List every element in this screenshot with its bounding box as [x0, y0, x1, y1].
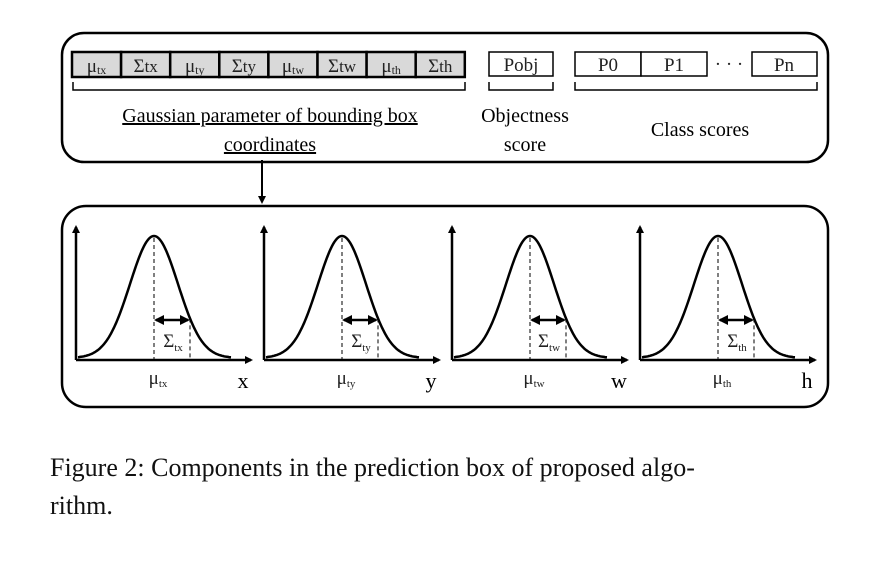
- gaussian-parameter-cells: μtx Σtx μty Σty μtw Σtw μth Σth: [70, 50, 467, 79]
- class-pn-label: Pn: [774, 55, 795, 76]
- gaussian-curve: [77, 234, 232, 359]
- class-cell-p1: [640, 51, 708, 77]
- gaussian-brace: [72, 82, 466, 91]
- param-label: μtw: [282, 56, 305, 77]
- axis-label: w: [611, 368, 627, 393]
- gaussian-curve: [453, 234, 608, 359]
- gaussian-plots-box: [60, 204, 830, 409]
- gaussian-plot: Σtx μtx x: [72, 225, 253, 393]
- gaussian-plots: Σtx μtx x Σty μty y Σtw μtw w Σth μth h: [72, 225, 817, 393]
- param-label: Σtw: [328, 56, 357, 77]
- gaussian-curve: [265, 234, 420, 359]
- prediction-vector-box: [60, 31, 830, 164]
- gaussian-label-line2: coordinates: [224, 134, 316, 156]
- param-cell: [365, 50, 417, 79]
- pobj-cell: [488, 51, 554, 77]
- param-cell: [70, 50, 123, 79]
- axis-label: y: [426, 368, 437, 393]
- param-label: Σth: [428, 56, 453, 77]
- class-p1-label: P1: [664, 55, 684, 76]
- mu-label: μty: [337, 368, 356, 390]
- param-label: μty: [185, 56, 205, 77]
- class-p0-label: P0: [598, 55, 618, 76]
- mu-label: μtw: [523, 368, 544, 390]
- mu-label: μtx: [149, 368, 168, 390]
- sigma-label: Σtw: [538, 331, 560, 354]
- param-cell: [267, 50, 319, 79]
- pobj-label: Pobj: [504, 55, 539, 76]
- class-cell-pn: [751, 51, 818, 77]
- param-cell: [218, 50, 270, 79]
- class-scores-label: Class scores: [651, 119, 750, 141]
- param-label: μth: [381, 56, 401, 77]
- class-cell-p0: [574, 51, 642, 77]
- param-label: μtx: [87, 56, 107, 77]
- param-cell: [168, 50, 221, 79]
- axis-label: h: [802, 368, 813, 393]
- objectness-line2: score: [504, 134, 546, 156]
- gaussian-curve: [641, 234, 796, 359]
- gaussian-plot: Σty μty y: [260, 225, 441, 393]
- sigma-label: Σty: [351, 331, 371, 354]
- param-cell: [414, 50, 467, 79]
- sigma-label: Σtx: [163, 331, 183, 354]
- param-label: Σtx: [134, 56, 159, 77]
- caption-line2: rithm.: [50, 491, 113, 520]
- sigma-label: Σth: [727, 331, 747, 354]
- gaussian-plot: Σth μth h: [636, 225, 817, 393]
- caption-line1: Figure 2: Components in the prediction b…: [50, 453, 695, 482]
- axis-label: x: [238, 368, 249, 393]
- param-cell: [316, 50, 368, 79]
- class-ellipsis: · · ·: [715, 54, 743, 75]
- gaussian-label-line1: Gaussian parameter of bounding box: [122, 105, 417, 127]
- param-label: Σty: [232, 56, 257, 77]
- objectness-brace: [488, 82, 554, 91]
- objectness-line1: Objectness: [481, 105, 569, 127]
- gaussian-plot: Σtw μtw w: [448, 225, 629, 393]
- class-brace: [574, 82, 818, 91]
- mu-label: μth: [713, 368, 732, 390]
